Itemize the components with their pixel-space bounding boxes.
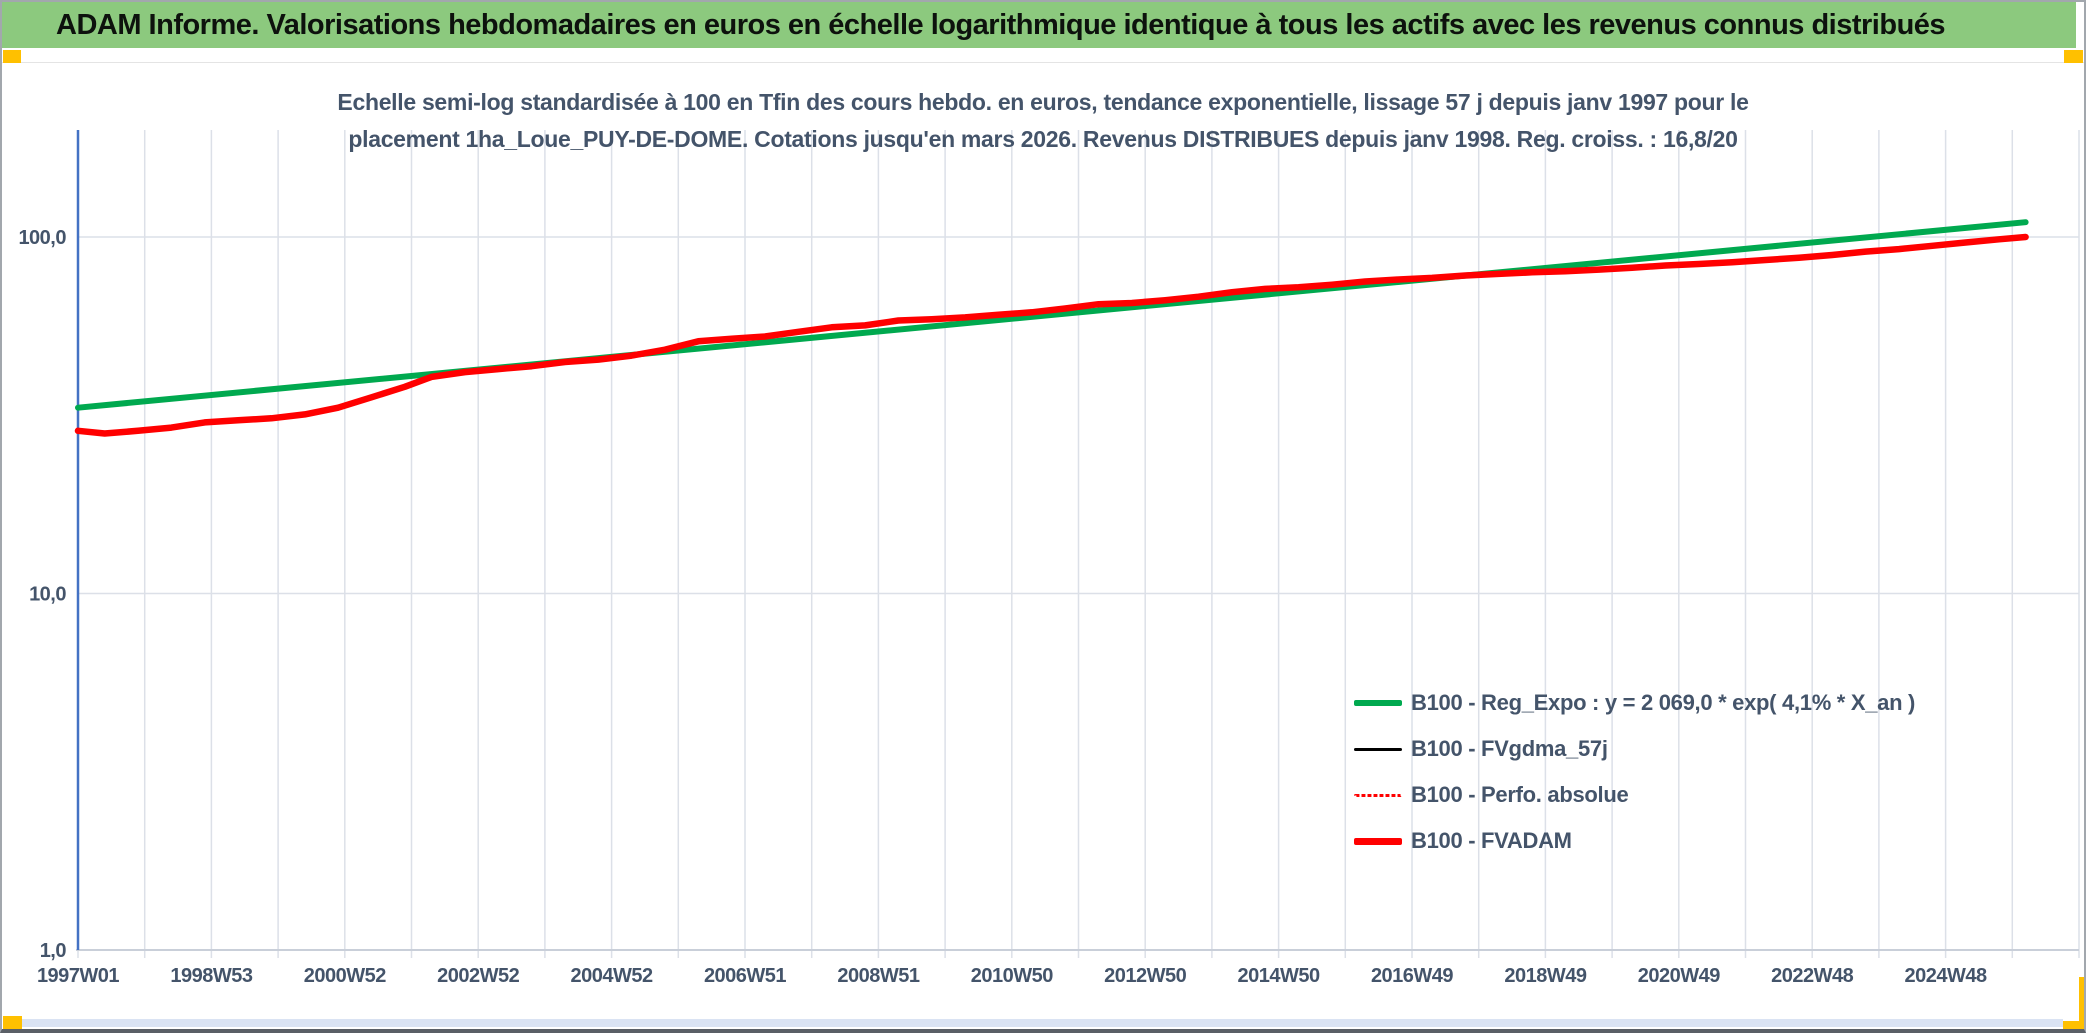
svg-text:2006W51: 2006W51	[704, 965, 786, 987]
app-title-bar: ADAM Informe. Valorisations hebdomadaire…	[2, 2, 2076, 48]
legend-label: B100 - Perfo. absolue	[1411, 782, 1629, 807]
chart-subtitle-line2: placement 1ha_Loue_PUY-DE-DOME. Cotation…	[348, 126, 1738, 152]
svg-text:1998W53: 1998W53	[170, 965, 252, 987]
chart-legend: B100 - Reg_Expo : y = 2 069,0 * exp( 4,1…	[1354, 680, 1915, 864]
svg-text:10,0: 10,0	[29, 584, 66, 606]
svg-text:2002W52: 2002W52	[437, 965, 519, 987]
svg-text:2020W49: 2020W49	[1638, 965, 1720, 987]
chart-subtitle: Echelle semi-log standardisée à 100 en T…	[0, 84, 2086, 158]
app-title: ADAM Informe. Valorisations hebdomadaire…	[56, 8, 1946, 41]
legend-item-fvadam: B100 - FVADAM	[1354, 818, 1915, 864]
svg-text:2004W52: 2004W52	[571, 965, 653, 987]
legend-label: B100 - FVgdma_57j	[1411, 736, 1608, 761]
svg-text:1997W01: 1997W01	[37, 965, 119, 987]
legend-swatch-fvgdma-57j	[1354, 747, 1402, 751]
header-separator	[2, 62, 2084, 63]
svg-text:2022W48: 2022W48	[1771, 965, 1853, 987]
svg-text:2018W49: 2018W49	[1504, 965, 1586, 987]
legend-swatch-fvadam	[1354, 837, 1402, 845]
corner-accent-top-left	[3, 50, 21, 63]
svg-text:2016W49: 2016W49	[1371, 965, 1453, 987]
svg-text:2010W50: 2010W50	[971, 965, 1053, 987]
legend-label: B100 - FVADAM	[1411, 828, 1572, 853]
legend-swatch-reg-expo	[1354, 700, 1402, 706]
svg-text:100,0: 100,0	[18, 227, 66, 249]
bottom-accent-strip	[22, 1019, 2063, 1027]
svg-text:2012W50: 2012W50	[1104, 965, 1186, 987]
corner-accent-bottom-right-horizontal	[2063, 1021, 2084, 1029]
legend-item-fvgdma-57j: B100 - FVgdma_57j	[1354, 726, 1915, 772]
legend-swatch-perfo-absolue	[1354, 793, 1402, 797]
svg-text:2008W51: 2008W51	[837, 965, 919, 987]
svg-text:2024W48: 2024W48	[1905, 965, 1987, 987]
corner-accent-bottom-left	[3, 1016, 22, 1030]
legend-item-reg-expo: B100 - Reg_Expo : y = 2 069,0 * exp( 4,1…	[1354, 680, 1915, 726]
chart-subtitle-line1: Echelle semi-log standardisée à 100 en T…	[337, 89, 1749, 115]
svg-text:2014W50: 2014W50	[1238, 965, 1320, 987]
svg-text:1,0: 1,0	[40, 940, 67, 962]
legend-label: B100 - Reg_Expo : y = 2 069,0 * exp( 4,1…	[1411, 690, 1916, 715]
corner-accent-bottom-right-vertical	[2079, 977, 2084, 1026]
svg-text:2000W52: 2000W52	[304, 965, 386, 987]
corner-accent-top-right	[2064, 50, 2083, 63]
legend-item-perfo-absolue: B100 - Perfo. absolue	[1354, 772, 1915, 818]
